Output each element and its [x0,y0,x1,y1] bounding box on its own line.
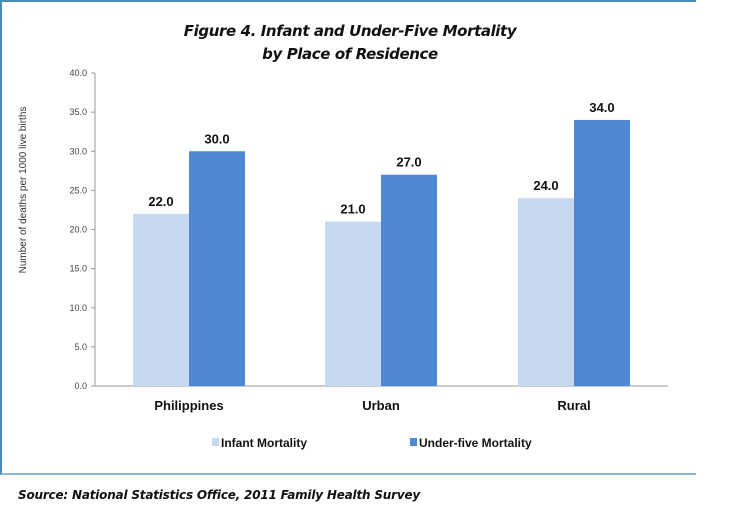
y-tick-label: 0.0 [74,381,87,391]
y-tick-label: 30.0 [69,146,87,156]
source-note: Source: National Statistics Office, 2011… [18,488,420,502]
x-tick-label: Philippines [154,398,223,413]
legend-swatch [410,438,417,446]
bar-under-five-mortality [574,119,630,386]
y-tick-label: 25.0 [69,185,87,195]
data-label: 30.0 [204,131,229,146]
title-line-1: Figure 4. Infant and Under-Five Mortalit… [183,22,517,40]
bar-under-five-mortality [189,151,245,386]
y-tick-label: 5.0 [74,342,87,352]
legend-swatch [212,438,219,446]
y-tick-label: 15.0 [69,264,87,274]
data-label: 34.0 [589,100,614,115]
data-label: 24.0 [533,178,558,193]
data-label: 22.0 [148,194,173,209]
y-axis-label: Number of deaths per 1000 live births [18,107,29,274]
legend-label: Infant Mortality [221,436,307,450]
bar-infant-mortality [133,213,189,386]
x-tick-label: Rural [557,398,590,413]
bar-infant-mortality [325,221,381,386]
data-label: 27.0 [396,155,421,170]
y-tick-label: 20.0 [69,225,87,235]
title-line-2: by Place of Residence [262,45,438,63]
chart-title: Figure 4. Infant and Under-Five Mortalit… [150,20,550,66]
bar-under-five-mortality [381,174,437,386]
chart-frame [0,0,696,475]
y-tick-label: 35.0 [69,107,87,117]
x-tick-label: Urban [362,398,400,413]
bar-infant-mortality [518,198,574,386]
y-tick-label: 40.0 [69,68,87,78]
data-label: 21.0 [340,202,365,217]
y-tick-label: 10.0 [69,303,87,313]
legend-label: Under-five Mortality [419,436,532,450]
